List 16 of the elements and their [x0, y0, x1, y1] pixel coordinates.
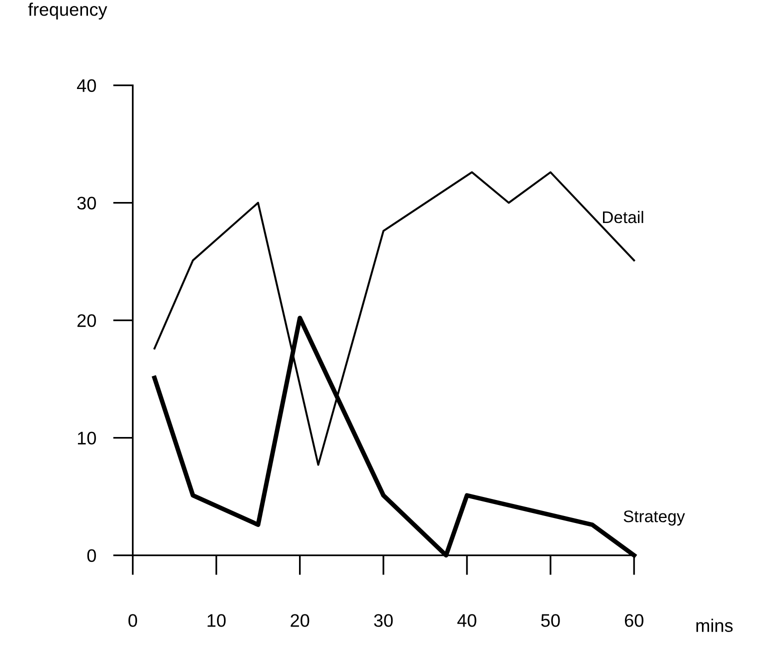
x-tick-label: 30	[374, 614, 393, 627]
y-tick-label: 30	[77, 196, 96, 210]
x-tick-label: 60	[624, 614, 644, 627]
x-tick-label: 0	[128, 614, 138, 627]
y-tick-label: 10	[78, 432, 96, 445]
x-tick-label: 10	[208, 614, 226, 627]
y-tick-label: 0	[87, 549, 96, 562]
x-axis-title: mins	[696, 618, 733, 632]
y-tick-label: 40	[76, 79, 96, 92]
x-tick-label: 20	[290, 614, 310, 627]
x-tick-label: 50	[541, 614, 560, 627]
y-axis-title: frequency	[28, 2, 108, 20]
series-label: Strategy	[624, 510, 685, 526]
series-label: Detail	[603, 210, 644, 224]
y-tick-label: 20	[77, 314, 96, 328]
x-tick-label: 40	[457, 614, 476, 627]
